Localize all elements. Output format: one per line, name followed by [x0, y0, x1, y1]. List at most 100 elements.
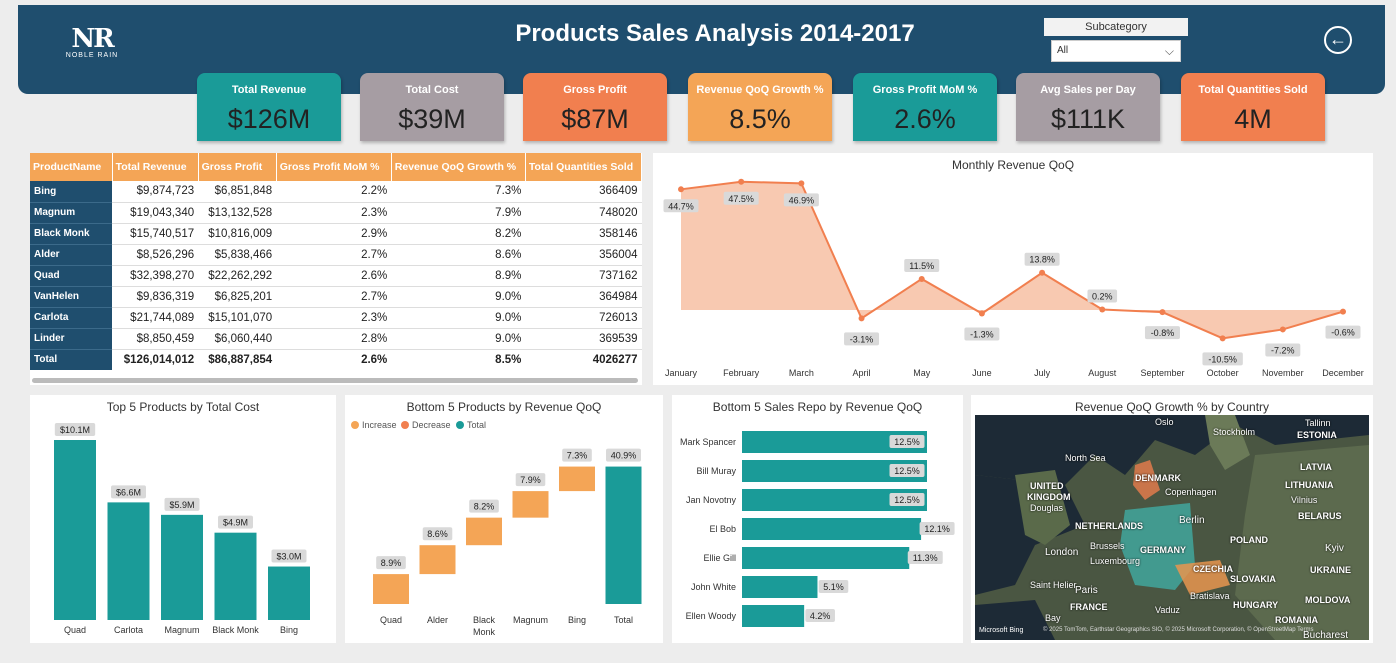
table-cell: $8,526,296	[112, 244, 199, 266]
waterfall-data-label-bg	[606, 448, 641, 462]
table-row[interactable]: Linder $8,850,459 $6,060,440 2.8% 9.0% 369539	[30, 328, 642, 350]
kpi-value: 8.5%	[729, 104, 791, 134]
waterfall-data-label-bg	[422, 527, 453, 541]
x-tick-label: October	[1207, 368, 1239, 378]
hbar[interactable]	[742, 547, 910, 569]
table-scrollbar[interactable]	[32, 378, 638, 383]
column-header[interactable]: Total Quantities Sold	[525, 153, 643, 181]
bar[interactable]	[161, 514, 203, 620]
column-header[interactable]: Gross Profit	[198, 153, 277, 181]
data-label-bg	[1202, 352, 1243, 366]
hbar[interactable]	[742, 431, 927, 453]
revenue-point[interactable]	[1279, 326, 1286, 333]
kpi-card: Gross Profit $87M	[523, 73, 667, 141]
back-arrow-icon[interactable]: ←	[1324, 26, 1352, 54]
map-place-label: HUNGARY	[1233, 600, 1279, 610]
chevron-down-icon: ⌵	[1164, 44, 1174, 58]
legend-label[interactable]: Decrease	[412, 420, 451, 430]
map-attribution[interactable]: © 2025 TomTom, Earthstar Geographics SIO…	[1043, 627, 1314, 633]
y-tick-label: John White	[691, 582, 736, 592]
hbar-data-label: 5.1%	[823, 582, 844, 592]
x-tick-label: March	[789, 368, 814, 378]
revenue-point[interactable]	[1039, 269, 1046, 276]
hbar[interactable]	[742, 576, 818, 598]
hbar-data-label: 12.5%	[894, 437, 920, 447]
table-row[interactable]: Magnum $19,043,340 $13,132,528 2.3% 7.9% 7480…	[30, 202, 642, 224]
waterfall-bar[interactable]	[559, 466, 595, 492]
map-place-label: MOLDOVA	[1305, 595, 1351, 605]
hbar-data-label: 12.5%	[894, 466, 920, 476]
bar[interactable]	[268, 566, 310, 620]
bar[interactable]	[214, 532, 257, 620]
revenue-point[interactable]	[738, 178, 745, 185]
y-tick-label: Bill Muray	[696, 466, 736, 476]
column-header[interactable]: Total Revenue	[112, 153, 199, 181]
table-row[interactable]: Alder $8,526,296 $5,838,466 2.7% 8.6% 356004	[30, 244, 642, 266]
waterfall-total-bar[interactable]	[605, 466, 642, 604]
waterfall-bar[interactable]	[373, 574, 409, 604]
legend-label[interactable]: Increase	[362, 420, 397, 430]
y-tick-label: Mark Spancer	[680, 437, 736, 447]
waterfall-bar[interactable]	[419, 545, 456, 575]
bar[interactable]	[107, 502, 150, 620]
table-cell: $8,850,459	[112, 328, 199, 350]
column-header[interactable]: Gross Profit MoM %	[276, 153, 392, 181]
hbar[interactable]	[742, 518, 922, 540]
column-header[interactable]: ProductName	[30, 153, 113, 181]
subcategory-dropdown[interactable]: All ⌵	[1051, 40, 1181, 62]
kpi-card: Total Revenue $126M	[197, 73, 341, 141]
table-row[interactable]: Carlota $21,744,089 $15,101,070 2.3% 9.0% 726…	[30, 307, 642, 329]
kpi-card: Total Cost $39M	[360, 73, 504, 141]
hbar[interactable]	[742, 460, 927, 482]
map-place-label: Vaduz	[1155, 605, 1180, 615]
map-place-label: Oslo	[1155, 417, 1174, 427]
table-cell: $9,836,319	[112, 286, 199, 308]
revenue-point[interactable]	[1099, 306, 1106, 313]
data-label: 11.5%	[909, 261, 934, 271]
revenue-point[interactable]	[798, 180, 805, 187]
map-place-label: Bay	[1045, 613, 1061, 623]
table-cell: 356004	[525, 244, 642, 266]
table-row[interactable]: VanHelen $9,836,319 $6,825,201 2.7% 9.0% 3649…	[30, 286, 642, 308]
top5-cost-panel: Top 5 Products by Total Cost $10.1M Quad $…	[30, 395, 336, 643]
monthly-revenue-panel: Monthly Revenue QoQ 44.7% January 47.5% Feb…	[653, 153, 1373, 385]
country-map[interactable]: Oslo Stockholm Tallinn ESTONIA North Sea LATV…	[975, 415, 1369, 640]
revenue-point[interactable]	[918, 275, 925, 282]
waterfall-data-label-bg	[376, 556, 406, 570]
map-place-label: Paris	[1075, 585, 1098, 596]
table-cell: 9.0%	[391, 328, 526, 350]
revenue-point[interactable]	[1159, 309, 1166, 316]
logo: NR NOBLE RAIN	[52, 26, 132, 59]
x-tick-label: September	[1140, 368, 1184, 378]
bar-data-label: $5.9M	[169, 500, 194, 510]
waterfall-bar[interactable]	[466, 517, 502, 546]
legend-label[interactable]: Total	[467, 420, 486, 430]
revenue-point[interactable]	[678, 186, 684, 193]
x-tick-label: January	[665, 368, 698, 378]
table-row[interactable]: Bing $9,874,723 $6,851,848 2.2% 7.3% 366409	[30, 181, 642, 203]
kpi-value: 4M	[1234, 104, 1272, 134]
data-label-bg	[844, 332, 880, 346]
revenue-point[interactable]	[858, 315, 865, 322]
kpi-card: Revenue QoQ Growth % 8.5%	[688, 73, 832, 141]
map-place-label: NETHERLANDS	[1075, 521, 1144, 531]
revenue-point[interactable]	[978, 310, 985, 317]
hbar[interactable]	[742, 605, 805, 627]
bar[interactable]	[54, 440, 96, 620]
waterfall-data-label: 7.3%	[567, 451, 588, 461]
table-row[interactable]: Black Monk $15,740,517 $10,816,009 2.9% 8.2%…	[30, 223, 642, 245]
table-cell: Alder	[30, 244, 113, 266]
table-cell: 2.3%	[276, 202, 392, 224]
table-cell: Bing	[30, 181, 113, 203]
revenue-point[interactable]	[1219, 335, 1226, 342]
table-row[interactable]: Quad $32,398,270 $22,262,292 2.6% 8.9% 737162	[30, 265, 642, 287]
x-tick-label: November	[1262, 368, 1304, 378]
hbar[interactable]	[742, 489, 927, 511]
table-cell: Quad	[30, 265, 113, 287]
hbar-data-label-bg	[919, 522, 955, 535]
waterfall-bar[interactable]	[512, 491, 549, 518]
column-header[interactable]: Revenue QoQ Growth %	[391, 153, 526, 181]
bottom5-products-panel: Bottom 5 Products by Revenue QoQ Increas…	[345, 395, 663, 643]
map-place-label: BELARUS	[1298, 511, 1342, 521]
revenue-point[interactable]	[1340, 308, 1346, 315]
